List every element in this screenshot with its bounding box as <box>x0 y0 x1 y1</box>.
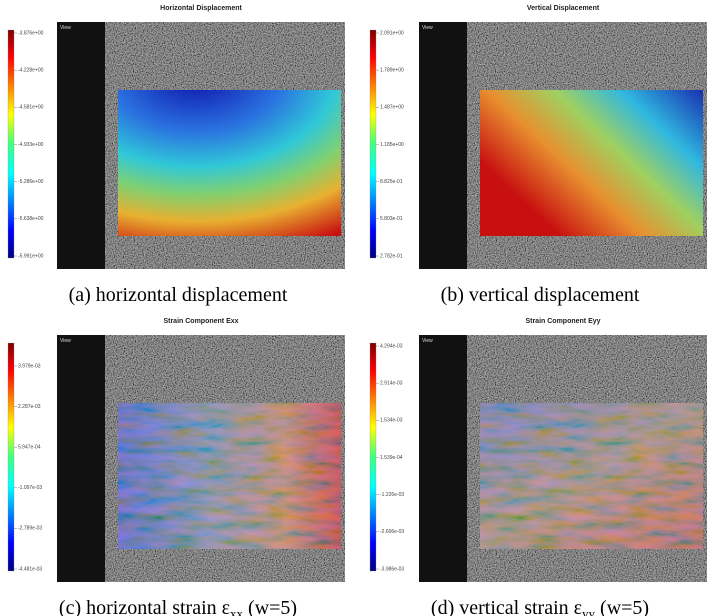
caption: (a) horizontal displacement <box>69 284 288 306</box>
field-map <box>118 90 341 236</box>
colorbar-label: 2.287e-03 <box>18 404 41 410</box>
panel: View Horizontal Displacement -3.876e+00 -4.… <box>7 5 345 306</box>
field-noise <box>118 403 341 549</box>
colorbar-label: -1.226e-03 <box>380 492 404 498</box>
caption: (b) vertical displacement <box>441 284 640 306</box>
caption-text: (b) vertical displacement <box>441 284 640 306</box>
colorbar-label: -4.933e+00 <box>18 142 44 148</box>
colorbar-label: -4.481e-03 <box>18 566 42 572</box>
caption-text: (d) vertical strain ε <box>431 597 582 616</box>
colorbar-label: -5.638e+00 <box>18 216 44 222</box>
caption: (d) vertical strain εyy (w=5) <box>431 597 649 616</box>
dark-strip <box>57 22 105 269</box>
colorbar-label: 5.947e-04 <box>18 445 41 451</box>
colorbar-label: 5.803e-01 <box>380 216 403 222</box>
caption-subscript: xx <box>230 606 244 616</box>
colorbar-label: 1.185e+00 <box>380 142 404 148</box>
colorbar-label: 4.294e-03 <box>380 343 403 349</box>
caption-text: (a) horizontal displacement <box>69 284 288 306</box>
panel-title: Strain Component Exx <box>163 318 238 325</box>
panel: View Strain Component Exx 3.979e-03 2.287e-… <box>7 318 345 616</box>
colorbar-label: -5.991e+00 <box>18 253 44 259</box>
colorbar-label: -1.097e-03 <box>18 485 42 491</box>
colorbar-label: 2.091e+00 <box>380 30 404 36</box>
colorbar-label: 1.487e+00 <box>380 105 404 111</box>
panel-title: Vertical Displacement <box>527 5 600 12</box>
caption-tail: (w=5) <box>243 597 297 616</box>
colorbar <box>7 29 15 259</box>
dark-strip <box>419 22 467 269</box>
view-label: View <box>60 25 71 31</box>
caption-tail: (w=5) <box>595 597 649 616</box>
colorbar-label: 1.539e-04 <box>380 455 403 461</box>
caption: (c) horizontal strain εxx (w=5) <box>59 597 297 616</box>
dark-strip <box>57 335 105 582</box>
panel: View Strain Component Eyy 4.294e-03 2.914e-… <box>369 318 707 616</box>
panel: View Vertical Displacement 2.091e+00 1.789e… <box>369 5 707 306</box>
colorbar-label: -3.876e+00 <box>18 30 44 36</box>
field-noise <box>480 403 703 549</box>
colorbar-label: -2.789e-03 <box>18 526 42 532</box>
colorbar-label: 8.825e-01 <box>380 179 403 185</box>
colorbar-label: 1.534e-03 <box>380 418 403 424</box>
colorbar-label: -4.228e+00 <box>18 67 44 73</box>
colorbar-label: -3.986e-03 <box>380 566 404 572</box>
panels: View Horizontal Displacement -3.876e+00 -4.… <box>7 5 707 616</box>
colorbar-label: 1.789e+00 <box>380 67 404 73</box>
colorbar-label: 2.782e-01 <box>380 253 403 259</box>
panel-title: Strain Component Eyy <box>525 318 600 325</box>
colorbar-label: -4.581e+00 <box>18 105 44 111</box>
dark-strip <box>419 335 467 582</box>
colorbar-label: 3.979e-03 <box>18 363 41 369</box>
colorbar <box>7 342 15 572</box>
colorbar <box>369 29 377 259</box>
colorbar-label: -2.606e-03 <box>380 529 404 535</box>
view-label: View <box>422 25 433 31</box>
caption-subscript: yy <box>582 606 596 616</box>
field-map <box>480 90 703 236</box>
colorbar-label: -5.286e+00 <box>18 179 44 185</box>
caption-text: (c) horizontal strain ε <box>59 597 230 616</box>
colorbar-label: 2.914e-03 <box>380 380 403 386</box>
panel-title: Horizontal Displacement <box>160 5 242 12</box>
colorbar <box>369 342 377 572</box>
view-label: View <box>60 338 71 344</box>
view-label: View <box>422 338 433 344</box>
